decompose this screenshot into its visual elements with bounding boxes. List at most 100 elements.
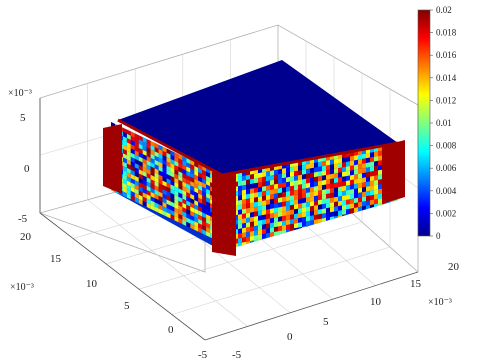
field-cell xyxy=(166,199,171,206)
field-cell xyxy=(242,237,246,243)
field-cell xyxy=(322,160,326,167)
field-cell xyxy=(254,206,258,212)
field-cell xyxy=(130,157,135,164)
field-cell xyxy=(122,170,127,177)
field-cell xyxy=(146,177,151,184)
field-cell xyxy=(318,180,322,186)
field-cell xyxy=(322,208,326,214)
field-cell xyxy=(358,173,362,179)
field-cell xyxy=(130,182,135,189)
field-cell xyxy=(310,177,314,183)
field-cell xyxy=(290,199,294,206)
field-cell xyxy=(142,137,147,144)
floor-edge-front-left xyxy=(39,212,206,341)
field-cell xyxy=(170,205,175,212)
field-cell xyxy=(154,176,159,183)
field-cell xyxy=(302,202,306,208)
field-cell xyxy=(302,169,306,175)
field-cell xyxy=(306,201,310,208)
field-cell xyxy=(298,165,302,171)
field-cell xyxy=(342,171,346,177)
field-cell xyxy=(134,184,139,191)
field-cell xyxy=(178,175,183,182)
field-cell xyxy=(202,208,207,215)
field-cell xyxy=(374,194,378,200)
field-cell xyxy=(298,227,302,233)
field-cell xyxy=(350,184,354,190)
field-cell xyxy=(342,176,346,182)
field-cell xyxy=(386,206,390,212)
field-cell xyxy=(294,232,298,238)
field-cell xyxy=(310,163,314,169)
field-cell xyxy=(266,180,270,186)
field-cell xyxy=(250,202,254,208)
field-cell xyxy=(174,182,179,189)
field-cell xyxy=(362,196,366,202)
field-cell xyxy=(194,221,199,228)
field-cell xyxy=(158,153,163,160)
field-cell xyxy=(346,189,350,196)
field-cell xyxy=(146,156,151,163)
field-cell xyxy=(370,171,374,177)
field-cell xyxy=(130,174,135,181)
field-cell xyxy=(174,173,179,180)
field-cell xyxy=(170,167,175,174)
field-cell xyxy=(170,158,175,165)
field-cell xyxy=(186,175,191,182)
field-cell xyxy=(354,202,358,208)
field-cell xyxy=(318,223,322,229)
field-cell xyxy=(258,229,262,235)
field-cell xyxy=(258,177,262,183)
field-cell xyxy=(342,162,346,168)
field-cell xyxy=(270,198,274,205)
field-cell xyxy=(326,221,330,228)
field-cell xyxy=(314,190,318,197)
field-cell xyxy=(326,183,330,190)
field-cell xyxy=(318,161,322,167)
field-cell xyxy=(134,188,139,195)
field-cell xyxy=(318,185,322,191)
field-cell xyxy=(250,188,254,194)
field-cell xyxy=(154,147,159,154)
field-cell xyxy=(138,148,143,155)
field-cell xyxy=(134,167,139,174)
field-cell xyxy=(306,187,310,193)
corner-band-left xyxy=(103,124,122,194)
field-cell xyxy=(162,180,167,187)
field-cell xyxy=(122,144,127,151)
field-cell xyxy=(162,210,167,217)
field-cell xyxy=(246,188,250,195)
field-cell xyxy=(134,192,139,199)
field-cell xyxy=(370,156,374,163)
field-cell xyxy=(378,217,382,223)
field-cell xyxy=(206,205,211,212)
field-cell xyxy=(298,193,302,200)
field-cell xyxy=(178,213,183,220)
field-cell xyxy=(278,235,282,241)
field-cell xyxy=(158,183,163,190)
field-cell xyxy=(134,141,139,148)
field-cell xyxy=(126,176,131,183)
field-cell xyxy=(166,195,171,202)
field-cell xyxy=(238,199,242,206)
field-cell xyxy=(186,217,191,224)
field-cell xyxy=(242,213,246,219)
field-cell xyxy=(370,199,374,206)
field-cell xyxy=(314,195,318,201)
field-cell xyxy=(134,150,139,157)
field-cell xyxy=(298,198,302,204)
field-cell xyxy=(194,200,199,207)
field-cell xyxy=(206,218,211,225)
field-cell xyxy=(266,175,270,182)
field-cell xyxy=(146,151,151,158)
field-cell xyxy=(138,190,143,197)
field-cell xyxy=(258,172,262,178)
field-cell xyxy=(282,206,286,212)
field-cell xyxy=(202,216,207,223)
field-cell xyxy=(278,183,282,189)
field-cell xyxy=(198,210,203,217)
field-cell xyxy=(242,222,246,229)
field-cell xyxy=(170,184,175,191)
field-cell xyxy=(206,197,211,204)
field-cell xyxy=(186,162,191,169)
